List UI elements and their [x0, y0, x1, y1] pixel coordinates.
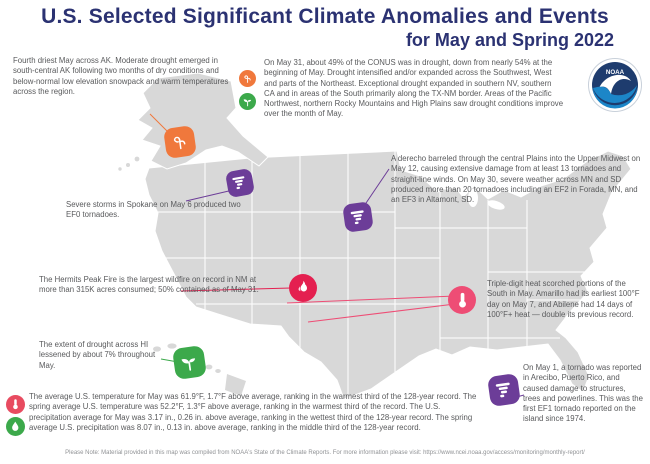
page-subtitle: for May and Spring 2022: [405, 30, 614, 50]
wildfire-icon: [289, 274, 317, 302]
tornado-icon: [487, 373, 521, 407]
noaa-logo: NOAA: [588, 58, 642, 112]
annotation-puerto-rico-tornado: On May 1, a tornado was reported in Arec…: [523, 363, 643, 424]
drought-icon: [239, 70, 256, 87]
annotation-alaska-drought: Fourth driest May across AK. Moderate dr…: [13, 56, 229, 96]
footer-note: Please Note: Material provided in this m…: [65, 450, 585, 456]
annotation-hermits-peak-fire: The Hermits Peak Fire is the largest wil…: [39, 275, 259, 295]
annotation-national-stats: The average U.S. temperature for May was…: [29, 392, 477, 432]
annotation-triple-digit-heat: Triple-digit heat scorched portions of t…: [487, 279, 640, 319]
page-title: U.S. Selected Significant Climate Anomal…: [41, 5, 609, 28]
annotation-hawaii-drought: The extent of drought across HI lessened…: [39, 340, 156, 370]
tornado-icon: [224, 167, 256, 199]
great-lakes: [438, 178, 505, 210]
tornado-icon: [342, 201, 374, 233]
drought-icon: [163, 125, 197, 159]
annotation-spokane-tornadoes: Severe storms in Spokane on May 6 produc…: [66, 200, 241, 220]
annotation-derecho: A derecho barreled through the central P…: [391, 154, 641, 205]
drought-improvement-icon: [171, 344, 208, 381]
drought-improvement-icon: [239, 93, 256, 110]
conus-shape: [144, 150, 632, 400]
svg-text:NOAA: NOAA: [606, 69, 625, 76]
noaa-emblem-icon: NOAA: [592, 62, 638, 109]
title-block: U.S. Selected Significant Climate Anomal…: [36, 5, 614, 51]
thermometer-icon: [448, 286, 476, 314]
precipitation-icon: [6, 417, 25, 436]
annotation-conus-drought: On May 31, about 49% of the CONUS was in…: [264, 58, 564, 119]
thermometer-icon: [6, 395, 25, 414]
